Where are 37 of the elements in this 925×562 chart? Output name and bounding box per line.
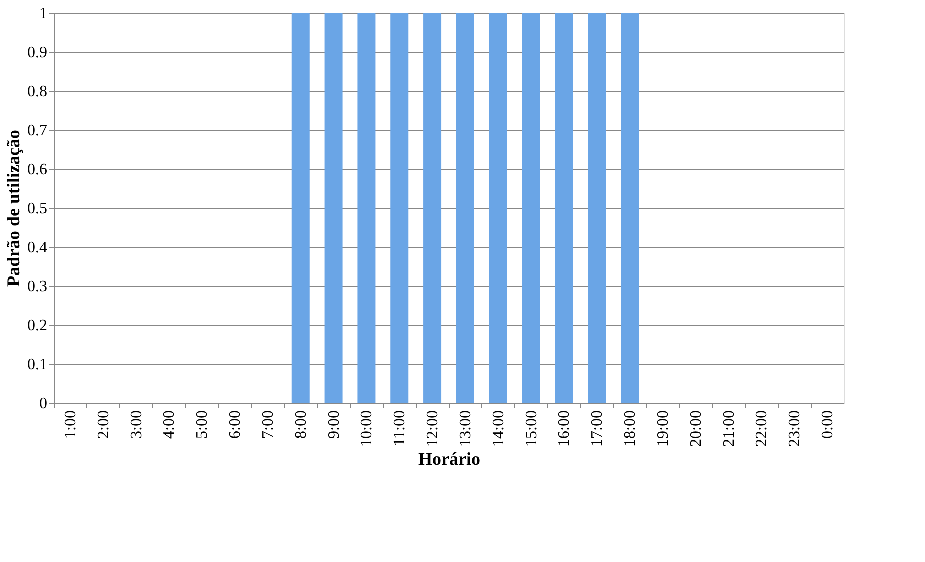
y-axis-title: Padrão de utilização [4, 130, 24, 287]
x-tick-label: 2:00 [95, 410, 112, 439]
x-tick-label: 10:00 [358, 410, 376, 447]
x-tick-label: 0:00 [820, 410, 837, 439]
x-tick-label: 15:00 [523, 410, 540, 447]
y-tick-label: 1 [40, 6, 48, 22]
x-tick-label: 3:00 [128, 410, 146, 439]
x-tick-label: 12:00 [424, 410, 442, 447]
y-tick-label: 0 [40, 396, 48, 412]
x-tick-label: 4:00 [161, 410, 178, 439]
y-tick-label: 0.3 [28, 278, 48, 296]
y-tick-label: 0.9 [28, 44, 48, 62]
x-tick-label: 8:00 [292, 410, 310, 439]
x-tick-label: 6:00 [227, 410, 244, 439]
x-tick-label: 14:00 [490, 410, 508, 447]
x-tick-label: 13:00 [457, 410, 474, 447]
y-tick-label: 0.5 [28, 200, 48, 218]
x-tick-label: 1:00 [62, 410, 80, 439]
x-tick-label: 17:00 [589, 410, 606, 447]
y-tick-label: 0.8 [28, 84, 48, 100]
x-tick-label: 11:00 [392, 410, 409, 446]
x-tick-label: 22:00 [754, 410, 771, 447]
y-tick-label: 0.7 [28, 122, 48, 140]
x-tick-label: 16:00 [556, 410, 574, 447]
x-tick-label: 7:00 [260, 410, 277, 439]
x-tick-label: 5:00 [194, 410, 212, 439]
x-tick-label: 23:00 [786, 410, 804, 447]
x-tick-label: 21:00 [720, 410, 738, 447]
y-tick-label: 0.6 [28, 162, 48, 178]
y-tick-label: 0.4 [28, 240, 48, 256]
y-tick-label: 0.1 [28, 356, 48, 374]
x-tick-label: 18:00 [622, 410, 640, 447]
x-tick-label: 20:00 [688, 410, 705, 447]
x-tick-label: 19:00 [654, 410, 672, 447]
y-tick-label: 0.2 [28, 318, 48, 334]
x-tick-label: 9:00 [326, 410, 343, 439]
x-axis-title: Horário [418, 448, 480, 469]
